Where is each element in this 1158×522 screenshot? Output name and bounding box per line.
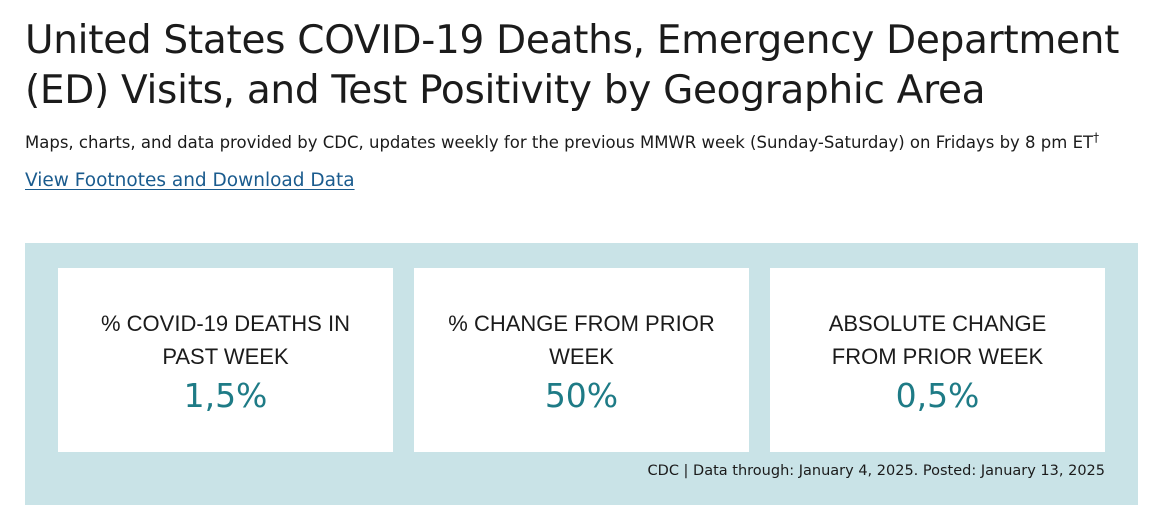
change-prior-week-card: % CHANGE FROM PRIOR WEEK 50% [414,268,749,452]
subtitle-text: Maps, charts, and data provided by CDC, … [25,133,1094,152]
page-subtitle: Maps, charts, and data provided by CDC, … [25,130,1143,155]
card-value: 50% [544,376,619,415]
card-label: % CHANGE FROM PRIOR WEEK [448,311,715,369]
card-value: 0,5% [895,376,980,415]
card-label: % COVID-19 DEATHS IN PAST WEEK [101,311,350,369]
deaths-past-week-card: % COVID-19 DEATHS IN PAST WEEK 1,5% [58,268,393,452]
page-header: United States COVID-19 Deaths, Emergency… [25,16,1140,191]
view-footnotes-link[interactable]: View Footnotes and Download Data [25,170,355,191]
page-title: United States COVID-19 Deaths, Emergency… [25,18,1120,113]
data-source-note: CDC | Data through: January 4, 2025. Pos… [647,463,1105,479]
card-label: ABSOLUTE CHANGE FROM PRIOR WEEK [828,311,1047,369]
summary-panel: % COVID-19 DEATHS IN PAST WEEK 1,5% % CH… [25,243,1138,505]
card-value: 1,5% [183,376,268,415]
absolute-change-card: ABSOLUTE CHANGE FROM PRIOR WEEK 0,5% [770,268,1105,452]
dagger-footnote-mark: † [1093,130,1100,145]
